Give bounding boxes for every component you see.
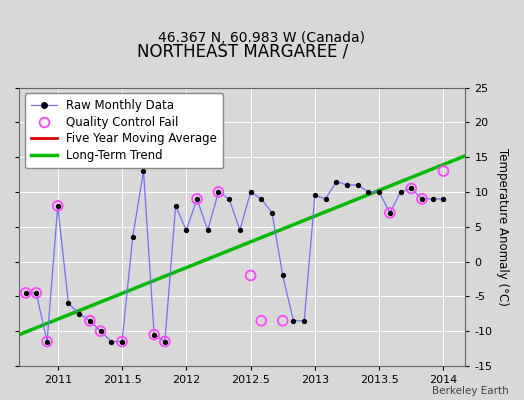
Point	[118, 338, 126, 345]
Point	[397, 189, 405, 195]
Point	[311, 192, 319, 199]
Point	[204, 227, 212, 234]
Title: NORTHEAST MARGAREE /: NORTHEAST MARGAREE /	[137, 43, 348, 61]
Point	[214, 189, 223, 195]
Point	[161, 338, 169, 345]
Point	[375, 189, 384, 195]
Point	[107, 338, 116, 345]
Point	[53, 203, 62, 209]
Point	[418, 196, 426, 202]
Point	[300, 318, 309, 324]
Point	[439, 168, 447, 174]
Point	[364, 189, 373, 195]
Point	[96, 328, 105, 334]
Point	[86, 318, 94, 324]
Point	[407, 185, 416, 192]
Point	[75, 310, 83, 317]
Point	[236, 227, 244, 234]
Legend: Raw Monthly Data, Quality Control Fail, Five Year Moving Average, Long-Term Tren: Raw Monthly Data, Quality Control Fail, …	[25, 94, 223, 168]
Point	[161, 338, 169, 345]
Point	[268, 210, 276, 216]
Point	[386, 210, 394, 216]
Point	[407, 185, 416, 192]
Point	[354, 182, 362, 188]
Point	[21, 290, 30, 296]
Y-axis label: Temperature Anomaly (°C): Temperature Anomaly (°C)	[496, 148, 509, 306]
Point	[21, 290, 30, 296]
Point	[128, 234, 137, 240]
Point	[289, 318, 298, 324]
Point	[343, 182, 351, 188]
Text: Berkeley Earth: Berkeley Earth	[432, 386, 508, 396]
Point	[150, 332, 158, 338]
Text: 46.367 N, 60.983 W (Canada): 46.367 N, 60.983 W (Canada)	[158, 31, 366, 45]
Point	[53, 203, 62, 209]
Point	[182, 227, 191, 234]
Point	[321, 196, 330, 202]
Point	[118, 338, 126, 345]
Point	[32, 290, 40, 296]
Point	[246, 189, 255, 195]
Point	[96, 328, 105, 334]
Point	[439, 196, 447, 202]
Point	[171, 203, 180, 209]
Point	[418, 196, 426, 202]
Point	[43, 338, 51, 345]
Point	[386, 210, 394, 216]
Point	[214, 189, 223, 195]
Point	[332, 178, 341, 185]
Point	[279, 272, 287, 279]
Point	[225, 196, 233, 202]
Point	[193, 196, 201, 202]
Point	[429, 196, 437, 202]
Point	[193, 196, 201, 202]
Point	[139, 168, 148, 174]
Point	[150, 332, 158, 338]
Point	[43, 338, 51, 345]
Point	[279, 318, 287, 324]
Point	[86, 318, 94, 324]
Point	[246, 272, 255, 279]
Point	[257, 196, 266, 202]
Point	[32, 290, 40, 296]
Point	[64, 300, 73, 306]
Point	[257, 318, 266, 324]
